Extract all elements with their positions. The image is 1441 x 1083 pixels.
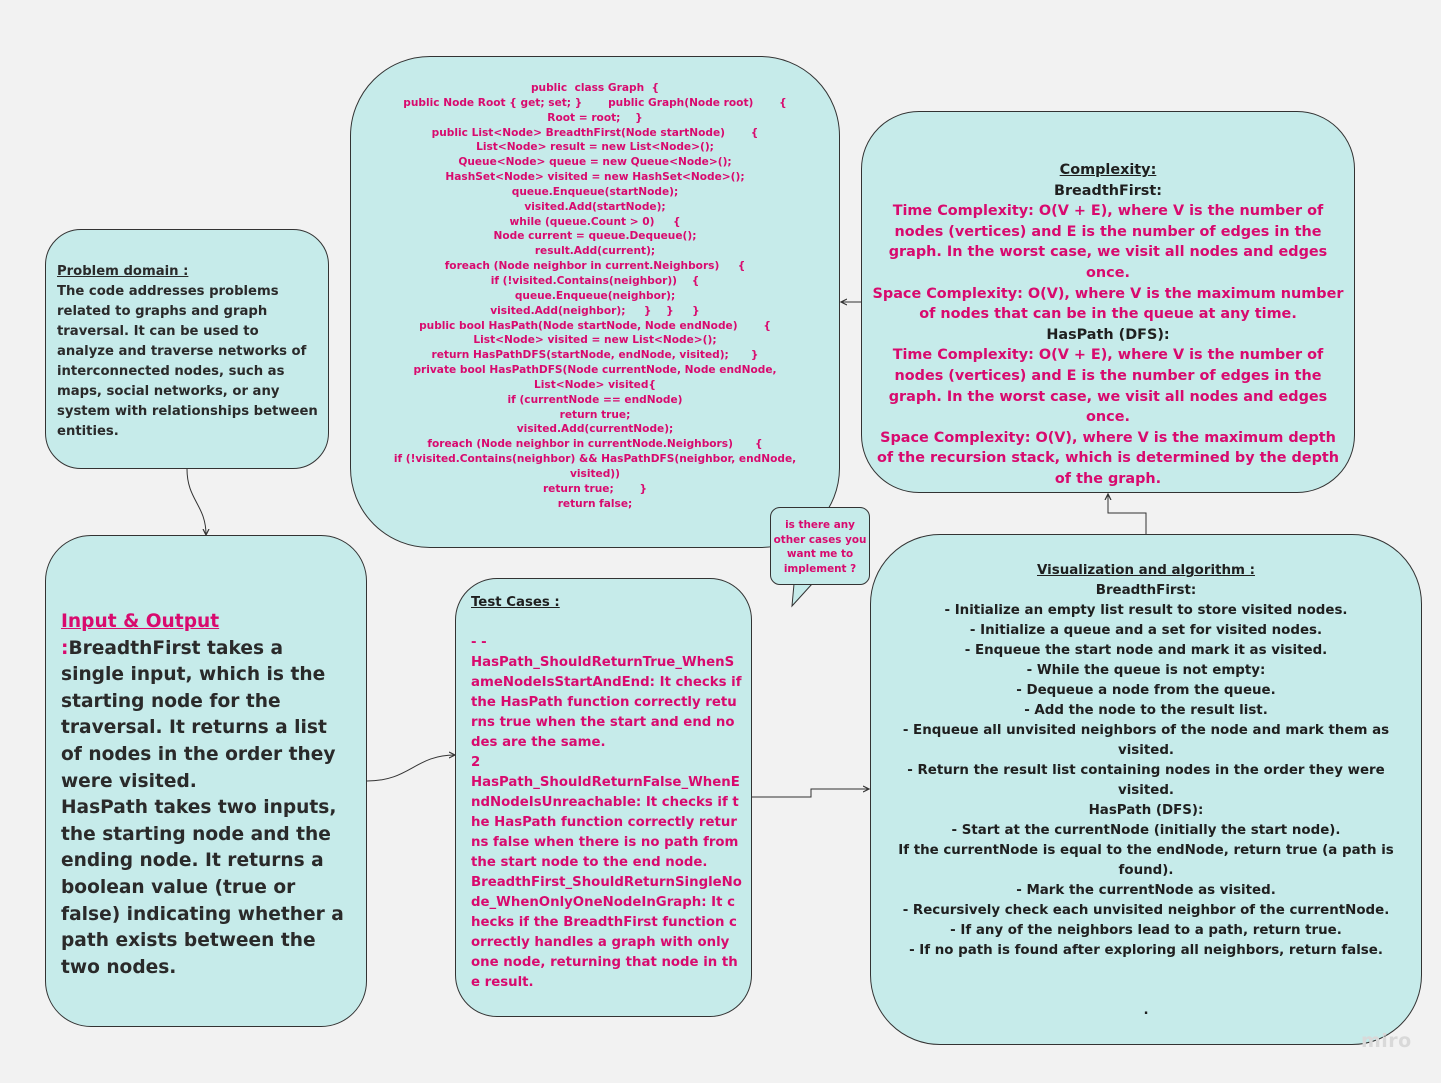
visualization-algorithm-card[interactable]: Visualization and algorithm : BreadthFir… (870, 534, 1422, 1045)
visualization-text: Visualization and algorithm : BreadthFir… (881, 561, 1411, 1021)
algorithm-step: BreadthFirst: (1095, 583, 1197, 598)
complexity-heading: Complexity: (1059, 162, 1157, 178)
algorithm-step: - While the queue is not empty: (1026, 663, 1266, 678)
code-line: HashSet<Node> visited = new HashSet<Node… (445, 171, 745, 184)
code-line: visited.Add(startNode); (524, 200, 666, 213)
complexity-dfs-time: Time Complexity: O(V + E), where V is th… (888, 347, 1328, 426)
code-line: List<Node> visited = new List<Node>(); (473, 334, 717, 347)
connector-problem-to-io (186, 468, 206, 535)
code-line: public List<Node> BreadthFirst(Node star… (431, 126, 759, 139)
connector-viz-to-complexity (1108, 494, 1147, 534)
code-line: foreach (Node neighbor in current.Neighb… (444, 260, 746, 273)
problem-domain-body: The code addresses problems related to g… (57, 284, 318, 439)
code-listing: public class Graph { public Node Root { g… (361, 81, 829, 511)
algorithm-step: HasPath (DFS): (1088, 803, 1204, 818)
code-line: List<Node> result = new List<Node>(); (476, 141, 714, 154)
code-line: return true; (559, 408, 631, 421)
algorithm-step: - Mark the currentNode as visited. (1016, 883, 1276, 898)
test-cases-card[interactable]: Test Cases : - - HasPath_ShouldReturnTru… (455, 578, 752, 1017)
complexity-bfs-time: Time Complexity: O(V + E), where V is th… (888, 203, 1328, 281)
complexity-bfs-space: Space Complexity: O(V), where V is the m… (872, 285, 1344, 323)
complexity-card[interactable]: Complexity: BreadthFirst: Time Complexit… (861, 111, 1355, 493)
code-line: queue.Enqueue(startNode); (511, 185, 679, 198)
algorithm-step: - Enqueue the start node and mark it as … (964, 643, 1328, 658)
code-line: Queue<Node> queue = new Queue<Node>(); (458, 156, 732, 169)
algorithm-step: - Enqueue all unvisited neighbors of the… (902, 723, 1390, 758)
algorithm-step: - Initialize a queue and a set for visit… (969, 623, 1323, 638)
code-line: Node current = queue.Dequeue(); (493, 230, 697, 243)
miro-watermark: miro (1361, 1030, 1412, 1052)
code-line: foreach (Node neighbor in currentNode.Ne… (427, 438, 763, 451)
code-card[interactable]: public class Graph { public Node Root { g… (350, 56, 840, 548)
algorithm-step: - Add the node to the result list. (1024, 703, 1268, 718)
algorithm-step: If the currentNode is equal to the endNo… (898, 843, 1394, 878)
code-line: return false; (557, 497, 633, 510)
code-line: if (currentNode == endNode) (507, 393, 683, 406)
input-output-card[interactable]: Input & Output :BreadthFirst takes a sin… (45, 535, 367, 1027)
algorithm-step: - Dequeue a node from the queue. (1016, 683, 1276, 698)
input-output-heading-initial: I (61, 611, 68, 632)
code-line: while (queue.Count > 0) { (509, 215, 681, 228)
speech-bubble-tail (791, 583, 813, 608)
code-line: private bool HasPathDFS(Node currentNode… (413, 364, 777, 377)
test-case-2-number: 2 (471, 755, 481, 770)
test-cases-heading: Test Cases : (471, 595, 560, 610)
comment-text: is there any other cases you want me to … (773, 519, 867, 575)
code-line: visited.Add(currentNode); (516, 423, 674, 436)
code-line: result.Add(current); (534, 245, 656, 258)
code-line: queue.Enqueue(neighbor); (514, 289, 676, 302)
code-line: Root = root; } (547, 111, 643, 124)
visualization-trailing-dot: . (1143, 1003, 1149, 1018)
input-output-colon: : (61, 637, 69, 659)
test-cases-dashes: - - (471, 635, 487, 650)
comment-speech-bubble[interactable]: is there any other cases you want me to … (770, 507, 870, 585)
input-output-body: BreadthFirst takes a single input, which… (61, 637, 344, 978)
test-case-2: HasPath_ShouldReturnFalse_WhenEndNodeIsU… (471, 775, 740, 870)
code-line: public Node Root { get; set; } public Gr… (403, 96, 787, 109)
code-line: if (!visited.Contains(neighbor)) { (490, 274, 700, 287)
code-line: return HasPathDFS(startNode, endNode, vi… (431, 349, 759, 362)
visualization-heading: Visualization and algorithm : (1037, 563, 1255, 578)
problem-domain-card[interactable]: Problem domain : The code addresses prob… (45, 229, 329, 469)
algorithm-step: - Initialize an empty list result to sto… (944, 603, 1348, 618)
test-case-1: HasPath_ShouldReturnTrue_WhenSameNodeIsS… (471, 655, 742, 750)
algorithm-step: - Start at the currentNode (initially th… (951, 823, 1341, 838)
problem-domain-text: Problem domain : The code addresses prob… (57, 262, 319, 442)
code-line: List<Node> visited{ (534, 378, 656, 391)
code-line: visited.Add(neighbor); } } } (490, 304, 700, 317)
code-line: visited)) (570, 467, 620, 480)
test-case-3: BreadthFirst_ShouldReturnSingleNode_When… (471, 875, 742, 990)
algorithm-steps: BreadthFirst: - Initialize an empty list … (881, 581, 1411, 961)
input-output-text: Input & Output :BreadthFirst takes a sin… (61, 609, 351, 981)
problem-domain-heading: Problem domain : (57, 264, 189, 279)
complexity-text: Complexity: BreadthFirst: Time Complexit… (872, 160, 1344, 490)
algorithm-step: - If no path is found after exploring al… (909, 943, 1383, 958)
code-line: public bool HasPath(Node startNode, Node… (419, 319, 771, 332)
algorithm-step: - Recursively check each unvisited neigh… (902, 903, 1390, 918)
code-line: if (!visited.Contains(neighbor) && HasPa… (393, 453, 797, 466)
algorithm-step: - If any of the neighbors lead to a path… (950, 923, 1342, 938)
test-cases-text: Test Cases : - - HasPath_ShouldReturnTru… (471, 593, 743, 993)
complexity-bfs-label: BreadthFirst: (1053, 182, 1163, 199)
complexity-dfs-label: HasPath (DFS): (1046, 326, 1170, 343)
algorithm-step: - Return the result list containing node… (907, 763, 1385, 798)
input-output-heading: nput & Output (67, 611, 220, 632)
connector-io-to-tests (366, 755, 455, 782)
complexity-dfs-space: Space Complexity: O(V), where V is the m… (876, 429, 1340, 487)
code-line: public class Graph { (530, 82, 660, 94)
code-line: return true; } (542, 482, 648, 495)
connector-tests-to-viz (752, 789, 869, 798)
